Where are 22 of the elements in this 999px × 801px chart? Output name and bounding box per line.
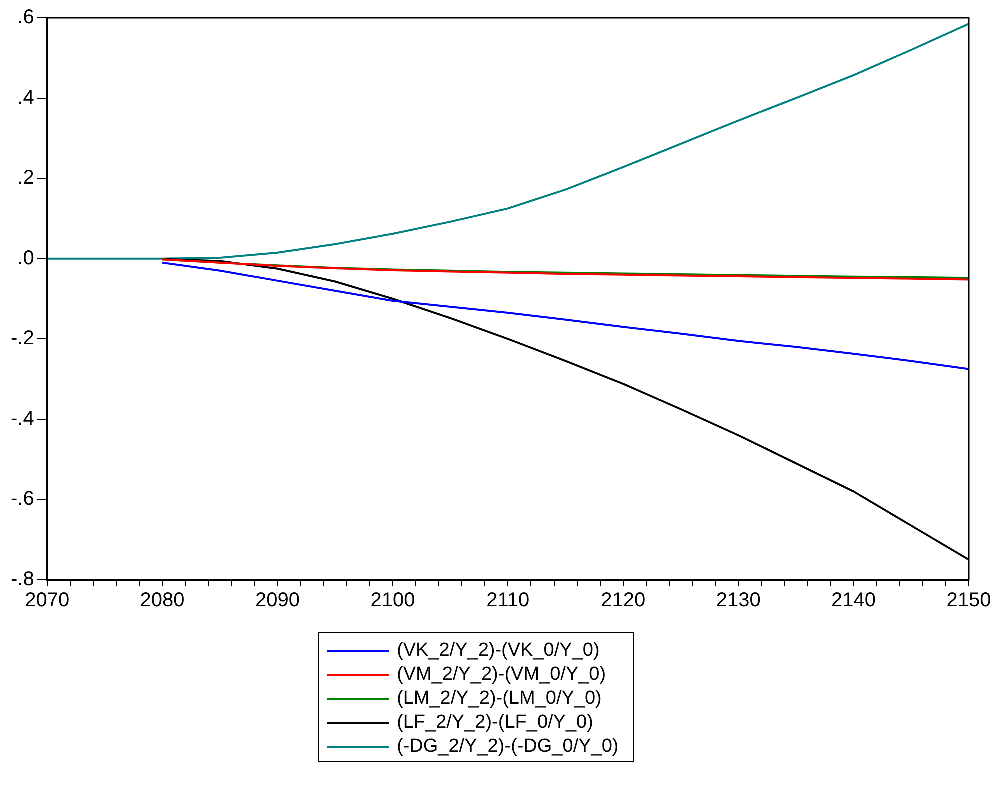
y-tick-label: .4 <box>18 86 34 109</box>
x-tick-label: 2090 <box>256 590 300 612</box>
y-tick-label: -.4 <box>10 408 34 430</box>
legend-label: (VM_2/Y_2)-(VM_0/Y_0) <box>397 664 606 686</box>
y-tick-label: .6 <box>18 6 34 29</box>
x-tick-label: 2140 <box>832 590 876 612</box>
y-tick-label: .0 <box>18 247 34 270</box>
x-tick-label: 2150 <box>946 590 992 612</box>
y-tick-label: -.6 <box>10 488 34 510</box>
x-tick-label: 2070 <box>25 590 70 612</box>
y-tick-label: .2 <box>18 167 34 190</box>
x-tick-label: 2130 <box>716 590 761 612</box>
y-tick-label: -.2 <box>10 328 34 350</box>
x-tick-label: 2100 <box>370 590 416 612</box>
legend-label: (VK_2/Y_2)-(VK_0/Y_0) <box>397 640 600 662</box>
x-tick-label: 2080 <box>140 590 185 612</box>
legend-label: (LF_2/Y_2)-(LF_0/Y_0) <box>397 712 594 734</box>
x-tick-label: 2120 <box>601 590 646 612</box>
x-tick-label: 2110 <box>486 590 530 612</box>
legend-label: (LM_2/Y_2)-(LM_0/Y_0) <box>397 688 602 710</box>
legend-label: (-DG_2/Y_2)-(-DG_0/Y_0) <box>397 736 619 758</box>
y-tick-label: -.8 <box>10 568 34 591</box>
